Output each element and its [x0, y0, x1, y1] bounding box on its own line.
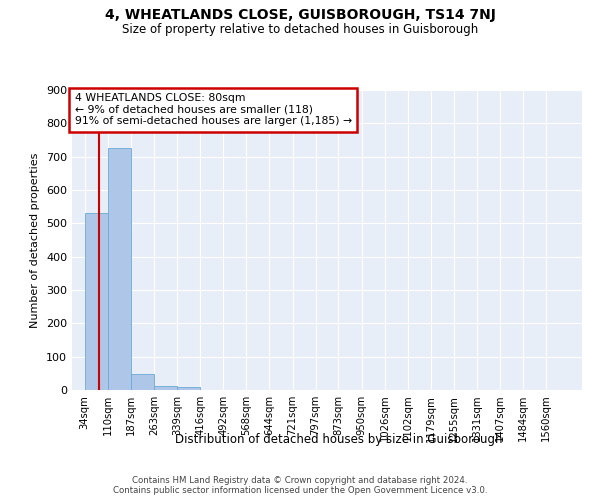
Text: Contains HM Land Registry data © Crown copyright and database right 2024.
Contai: Contains HM Land Registry data © Crown c… — [113, 476, 487, 495]
Bar — [177, 386, 200, 390]
Text: 4, WHEATLANDS CLOSE, GUISBOROUGH, TS14 7NJ: 4, WHEATLANDS CLOSE, GUISBOROUGH, TS14 7… — [104, 8, 496, 22]
Text: 4 WHEATLANDS CLOSE: 80sqm
← 9% of detached houses are smaller (118)
91% of semi-: 4 WHEATLANDS CLOSE: 80sqm ← 9% of detach… — [74, 93, 352, 126]
Y-axis label: Number of detached properties: Number of detached properties — [31, 152, 40, 328]
Bar — [85, 214, 107, 390]
Bar — [108, 148, 131, 390]
Bar — [154, 386, 177, 390]
Text: Size of property relative to detached houses in Guisborough: Size of property relative to detached ho… — [122, 22, 478, 36]
Bar — [131, 374, 154, 390]
Text: Distribution of detached houses by size in Guisborough: Distribution of detached houses by size … — [175, 432, 503, 446]
